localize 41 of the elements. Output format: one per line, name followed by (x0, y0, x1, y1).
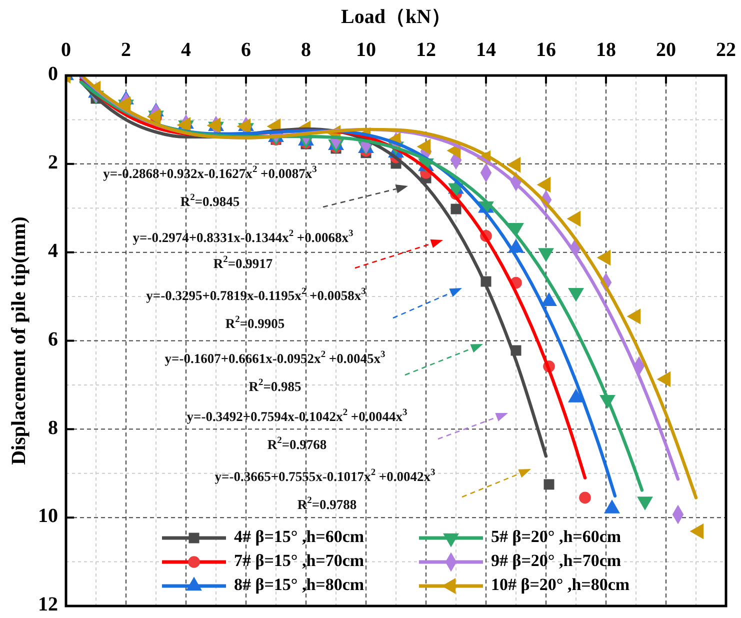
annotation: R$^{2}$=0.985 (248, 378, 302, 394)
point (450, 204, 462, 214)
annotation: R$^{2}$=0.9768 (267, 436, 327, 452)
y-tick-label: 6 (48, 328, 58, 350)
annotation: y=-0.2868+0.932x-0.1627x$^{2}$ +0.0087x$^{3}$ (103, 165, 318, 182)
legend-label: 7# β=15° ,h=70cm (234, 550, 364, 570)
annotation: R$^{2}$=0.9788 (297, 496, 357, 512)
y-tick-label: 8 (48, 416, 58, 439)
annotation: R$^{2}$=0.9845 (180, 193, 240, 210)
x-tick-label: 22 (716, 39, 736, 62)
point (579, 492, 591, 504)
x-tick-label: 14 (476, 39, 496, 62)
legend-label: 9# β=20° ,h=70cm (491, 550, 622, 570)
annotation: y=-0.3295+0.7819x-0.1195x$^{2}$ +0.0058x$^{3}$ (146, 287, 366, 304)
annotation: y=-0.3665+0.7555x-0.1017x$^{2}$ +0.0042x$^{3}$ (214, 468, 436, 484)
annotation: y=-0.3492+0.7594x-0.1042x$^{2}$ +0.0044x$^{3}$ (186, 408, 408, 424)
y-tick-label: 10 (38, 505, 58, 528)
y-tick-label: 12 (38, 594, 58, 616)
legend-label: 10# β=20° ,h=80cm (491, 574, 630, 594)
legend-label: 5# β=20° ,h=60cm (491, 526, 622, 546)
annotation: R$^{2}$=0.9905 (225, 315, 285, 332)
y-tick-label: 4 (48, 240, 58, 262)
x-tick-label: 12 (416, 39, 436, 62)
legend-label: 8# β=15° ,h=80cm (234, 574, 364, 594)
legend-label: 4# β=15° ,h=60cm (234, 526, 364, 546)
x-tick-label: 18 (596, 39, 616, 62)
annotation: R$^{2}$=0.9917 (213, 255, 273, 272)
x-tick-label: 6 (241, 39, 251, 62)
y-axis-title: Displacement of pile tip(mm) (8, 216, 30, 465)
x-tick-label: 10 (356, 39, 376, 62)
x-tick-label: 16 (536, 39, 556, 62)
annotation: y=-0.2974+0.8331x-0.1344x$^{2}$ +0.0068x$^{3}$ (132, 229, 354, 246)
y-tick-label: 0 (48, 63, 58, 86)
x-tick-label: 20 (656, 39, 676, 62)
y-tick-label: 2 (48, 152, 58, 174)
annotation: y=-0.1607+0.6661x-0.0952x$^{2}$ +0.0045x$^{3}$ (164, 350, 386, 366)
x-tick-label: 2 (121, 39, 131, 62)
x-tick-label: 8 (301, 39, 311, 62)
x-tick-label: 4 (181, 39, 191, 62)
point (544, 479, 554, 490)
x-axis-title: Load（kN） (340, 6, 452, 28)
